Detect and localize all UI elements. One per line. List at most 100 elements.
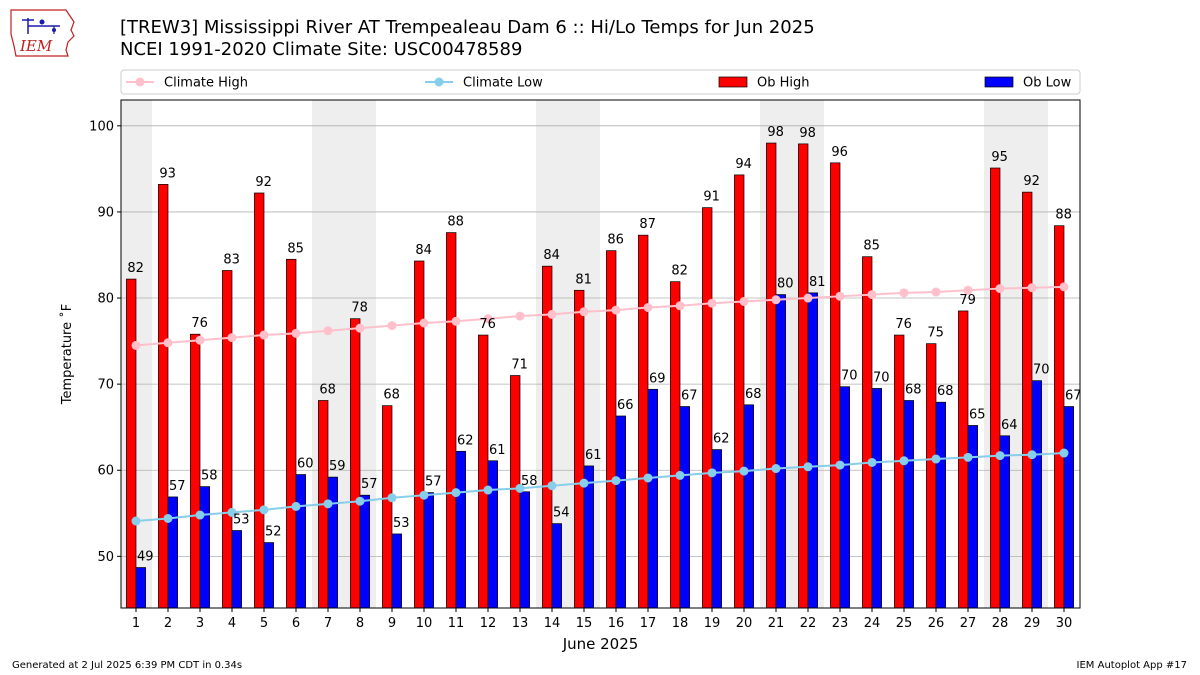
climate-low-point — [931, 454, 941, 464]
ob-low-bar — [775, 294, 786, 609]
climate-high-point — [835, 291, 845, 301]
x-tick-label: 21 — [768, 616, 785, 631]
ob-high-label: 83 — [223, 252, 240, 267]
climate-low-point — [899, 456, 909, 466]
ob-low-bar — [1031, 380, 1042, 609]
y-tick-label: 50 — [97, 550, 114, 565]
ob-high-label: 88 — [1055, 208, 1072, 223]
climate-high-point — [227, 333, 237, 343]
ob-low-label: 81 — [809, 275, 826, 290]
climate-high-point — [291, 328, 301, 338]
climate-high-point — [675, 301, 685, 311]
climate-high-point — [1059, 282, 1069, 292]
ob-high-bar — [798, 143, 809, 609]
ob-high-bar — [606, 250, 617, 609]
ob-high-label: 94 — [735, 157, 752, 172]
y-tick-label: 80 — [97, 292, 114, 307]
ob-low-bar — [519, 491, 530, 609]
ob-high-bar — [126, 278, 137, 609]
legend-climate-low-marker — [434, 77, 444, 87]
ob-high-bar — [862, 256, 873, 609]
climate-low-point — [323, 499, 333, 509]
climate-low-point — [195, 510, 205, 520]
y-tick-label: 100 — [89, 119, 114, 134]
ob-low-label: 49 — [137, 550, 154, 565]
ob-low-bar — [871, 388, 882, 609]
legend-ob-high-swatch — [718, 76, 748, 88]
ob-low-label: 66 — [617, 398, 634, 413]
ob-low-label: 53 — [393, 516, 410, 531]
ob-high-label: 79 — [959, 293, 976, 308]
climate-low-point — [995, 451, 1005, 461]
climate-low-point — [515, 483, 525, 493]
ob-high-label: 88 — [447, 215, 464, 230]
climate-high-point — [931, 287, 941, 297]
ob-high-bar — [478, 334, 489, 609]
climate-high-point — [387, 321, 397, 331]
x-tick-label: 25 — [896, 616, 913, 631]
x-tick-label: 29 — [1024, 616, 1041, 631]
climate-high-point — [355, 323, 365, 333]
ob-high-bar — [926, 343, 937, 609]
x-tick-label: 14 — [544, 616, 561, 631]
ob-low-label: 58 — [201, 469, 218, 484]
ob-low-label: 53 — [233, 513, 250, 528]
climate-low-point — [483, 485, 493, 495]
ob-low-bar — [231, 530, 242, 609]
ob-low-label: 67 — [681, 389, 698, 404]
ob-low-bar — [359, 494, 370, 609]
x-tick-label: 13 — [512, 616, 529, 631]
climate-high-point — [643, 303, 653, 313]
generated-footer: Generated at 2 Jul 2025 6:39 PM CDT in 0… — [12, 660, 243, 671]
climate-low-point — [227, 507, 237, 517]
ob-low-bar — [807, 292, 818, 609]
climate-low-point — [547, 481, 557, 491]
ob-high-label: 84 — [543, 248, 560, 263]
x-tick-label: 7 — [324, 616, 332, 631]
climate-high-point — [515, 311, 525, 321]
ob-low-label: 54 — [553, 506, 570, 521]
ob-low-bar — [999, 435, 1010, 609]
ob-high-label: 93 — [159, 166, 176, 181]
bar-labels: 82 93 76 83 92 85 68 78 68 84 88 76 71 84 81 86 87 82 91 94… — [127, 125, 1081, 564]
ob-high-label: 71 — [511, 358, 528, 373]
ob-high-label: 85 — [287, 241, 304, 256]
climate-low-point — [739, 466, 749, 476]
x-tick-label: 3 — [196, 616, 204, 631]
x-tick-label: 9 — [388, 616, 396, 631]
climate-low-point — [131, 516, 141, 526]
ob-low-bar — [455, 450, 466, 609]
ob-low-label: 62 — [713, 432, 730, 447]
climate-high-point — [451, 316, 461, 326]
x-tick-label: 15 — [576, 616, 593, 631]
climate-low-point — [291, 501, 301, 511]
ob-high-label: 82 — [671, 264, 688, 279]
ob-low-bar — [295, 474, 306, 609]
climate-high-point — [739, 296, 749, 306]
ob-high-bar — [158, 184, 169, 609]
ob-low-label: 57 — [169, 479, 186, 494]
climate-low-point — [803, 462, 813, 472]
ob-low-bar — [263, 542, 274, 609]
climate-low-point — [707, 468, 717, 478]
ob-low-label: 70 — [841, 369, 858, 384]
climate-high-line — [135, 285, 1065, 347]
ob-low-bar — [615, 415, 626, 609]
climate-high-point — [547, 309, 557, 319]
x-tick-label: 28 — [992, 616, 1009, 631]
ob-low-label: 58 — [521, 474, 538, 489]
ob-high-label: 91 — [703, 190, 720, 205]
x-tick-label: 2 — [164, 616, 172, 631]
ob-low-bar — [551, 523, 562, 609]
plot-frame — [120, 99, 1081, 609]
climate-low-point — [451, 488, 461, 498]
ob-low-bar — [167, 496, 178, 609]
ob-low-label: 70 — [1033, 363, 1050, 378]
ob-low-bar — [935, 401, 946, 609]
ob-high-label: 68 — [319, 382, 336, 397]
x-tick-label: 22 — [800, 616, 817, 631]
chart-subtitle: NCEI 1991-2020 Climate Site: USC00478589 — [120, 39, 523, 60]
ob-low-bar — [1063, 406, 1074, 609]
ob-high-label: 68 — [383, 388, 400, 403]
